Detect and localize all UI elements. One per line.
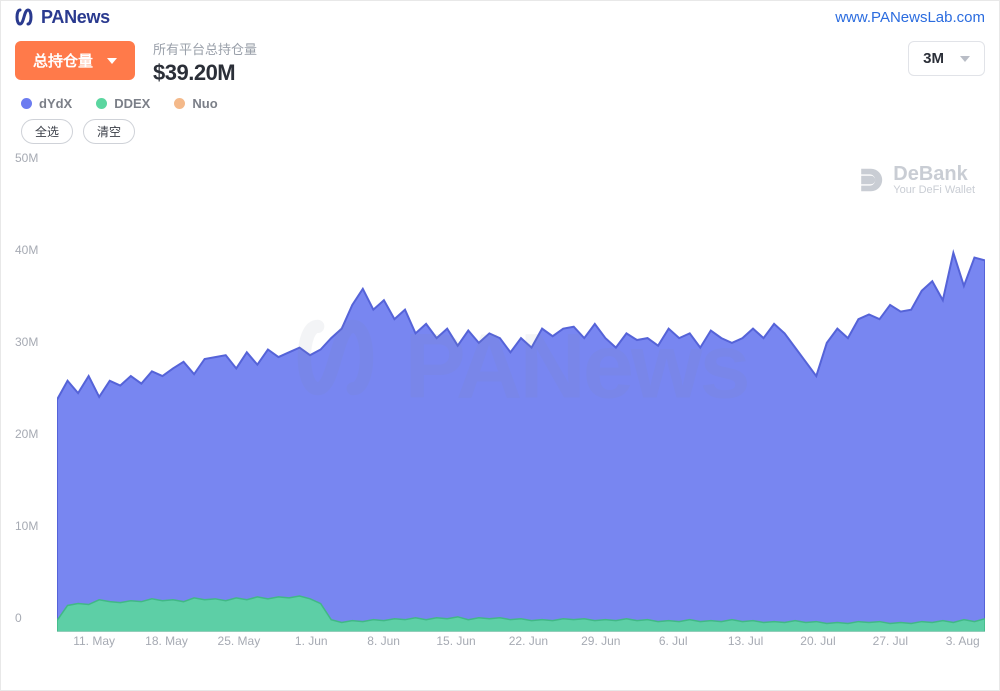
- legend-item[interactable]: Nuo: [174, 96, 217, 111]
- chart-plot: DeBank Your DeFi Wallet PANews: [57, 158, 985, 632]
- brand-logo: PANews: [15, 7, 110, 28]
- metric-select-button[interactable]: 总持仓量: [15, 41, 135, 80]
- period-select[interactable]: 3M: [908, 41, 985, 76]
- brand-name: PANews: [41, 7, 110, 28]
- legend-dot-icon: [174, 98, 185, 109]
- select-all-button[interactable]: 全选: [21, 119, 73, 144]
- y-axis-labels: 50M40M30M20M10M0: [15, 158, 55, 632]
- legend-label: DDEX: [114, 96, 150, 111]
- legend-label: Nuo: [192, 96, 217, 111]
- legend-item[interactable]: DDEX: [96, 96, 150, 111]
- legend-dot-icon: [21, 98, 32, 109]
- summary-value: 所有平台总持仓量 $39.20M: [153, 39, 257, 86]
- x-axis-labels: 11. May18. May25. May1. Jun8. Jun15. Jun…: [57, 634, 985, 658]
- metric-select-label: 总持仓量: [33, 50, 93, 71]
- top-bar: PANews www.PANewsLab.com: [1, 1, 999, 31]
- chart-area: 50M40M30M20M10M0 DeBank Your DeFi Wallet…: [15, 158, 985, 658]
- legend-buttons: 全选 清空: [1, 117, 999, 152]
- legend: dYdX DDEX Nuo: [1, 90, 999, 117]
- legend-item[interactable]: dYdX: [21, 96, 72, 111]
- source-url[interactable]: www.PANewsLab.com: [835, 9, 985, 26]
- brand-logo-icon: [15, 8, 37, 26]
- area-chart-svg: [57, 158, 985, 632]
- summary-title: 所有平台总持仓量: [153, 39, 257, 58]
- legend-dot-icon: [96, 98, 107, 109]
- clear-button[interactable]: 清空: [83, 119, 135, 144]
- chevron-down-icon: [107, 58, 117, 64]
- summary-amount: $39.20M: [153, 60, 257, 86]
- controls-row: 总持仓量 所有平台总持仓量 $39.20M 3M: [1, 31, 999, 90]
- chevron-down-icon: [960, 56, 970, 62]
- period-label: 3M: [923, 50, 944, 67]
- legend-label: dYdX: [39, 96, 72, 111]
